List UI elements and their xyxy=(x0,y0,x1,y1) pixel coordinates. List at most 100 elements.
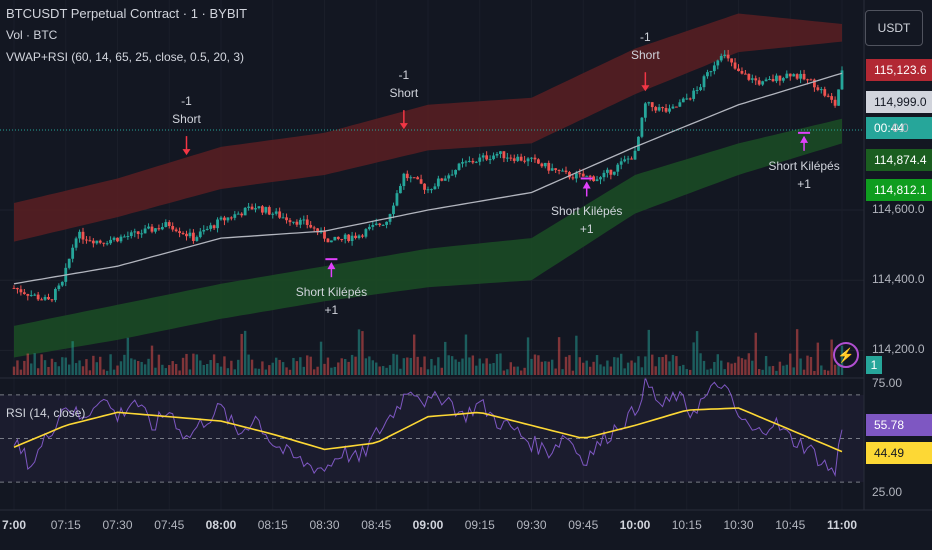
volume-bar xyxy=(126,337,130,375)
volume-bar xyxy=(551,359,554,375)
volume-bar xyxy=(212,354,216,375)
candle-body xyxy=(12,287,16,289)
candle-body xyxy=(312,227,316,229)
candle-body xyxy=(160,226,164,230)
volume-bar xyxy=(288,369,292,375)
candle-body xyxy=(129,232,133,237)
volume-bar xyxy=(416,356,419,375)
volume-bar xyxy=(33,353,36,375)
candle-body xyxy=(60,281,64,286)
volume-bar xyxy=(626,362,630,375)
volume-bar xyxy=(633,362,637,375)
candle-body xyxy=(633,150,637,160)
rsi-legend[interactable]: RSI (14, close) xyxy=(6,406,86,420)
volume-bar xyxy=(588,366,592,375)
candle-body xyxy=(116,237,119,242)
candle-body xyxy=(29,295,33,297)
candle-body xyxy=(581,173,585,177)
volume-bar xyxy=(706,369,709,375)
volume-bar xyxy=(561,369,564,375)
volume-bar xyxy=(174,363,178,375)
volume-bar xyxy=(720,360,723,375)
candle-body xyxy=(185,233,188,237)
candle-body xyxy=(543,162,547,167)
candle-body xyxy=(750,78,754,80)
volume-bar xyxy=(306,355,309,375)
volume-bar xyxy=(827,370,830,375)
price-tick-label: 114,200.0 xyxy=(872,342,925,357)
candle-body xyxy=(91,240,95,244)
partial-price-label: 0.0 xyxy=(892,121,909,135)
candle-body xyxy=(333,236,337,241)
candle-body xyxy=(747,73,751,80)
exit-arrow-head xyxy=(800,135,809,143)
candle-body xyxy=(67,258,71,268)
candle-body xyxy=(726,54,730,59)
lightning-icon[interactable]: ⚡ xyxy=(833,342,859,368)
volume-bar xyxy=(488,363,492,375)
symbol-title[interactable]: BTCUSDT Perpetual Contract · 1 · BYBIT xyxy=(6,6,248,21)
volume-bar xyxy=(209,360,212,375)
candle-body xyxy=(554,168,558,170)
volume-bar xyxy=(571,370,575,375)
volume-bar xyxy=(285,367,288,375)
candle-body xyxy=(336,236,340,240)
volume-bar xyxy=(330,367,333,375)
short-arrow-head xyxy=(182,149,191,156)
currency-button[interactable]: USDT xyxy=(865,10,923,46)
volume-bar xyxy=(592,361,595,375)
candle-body xyxy=(523,160,526,162)
price-tag: 114,999.0 xyxy=(866,91,932,113)
volume-legend[interactable]: Vol · BTC xyxy=(6,28,58,42)
candle-body xyxy=(519,156,523,161)
volume-bar xyxy=(185,353,188,375)
candle-body xyxy=(654,107,658,111)
candle-body xyxy=(378,223,382,226)
volume-bar xyxy=(199,360,202,375)
candle-body xyxy=(57,285,61,290)
volume-bar xyxy=(40,354,43,375)
volume-bar xyxy=(792,367,795,375)
candle-body xyxy=(637,136,640,151)
candle-body xyxy=(430,189,433,191)
candle-body xyxy=(381,224,385,226)
volume-bar xyxy=(281,362,285,375)
volume-bar xyxy=(799,358,802,375)
price-tag: 114,812.1 xyxy=(866,179,932,201)
candle-body xyxy=(692,90,696,99)
volume-bar xyxy=(12,366,16,375)
volume-bar xyxy=(568,355,571,375)
volume-bar xyxy=(747,353,751,375)
volume-bar xyxy=(637,356,640,375)
volume-bar xyxy=(323,363,326,375)
volume-bar xyxy=(640,367,644,375)
candle-body xyxy=(126,236,130,238)
signal-arrows xyxy=(182,72,811,278)
volume-bar xyxy=(771,365,775,375)
time-tick-label: 07:45 xyxy=(154,518,185,532)
volume-bar xyxy=(651,354,654,375)
volume-bar xyxy=(775,370,778,375)
candle-body xyxy=(71,247,75,259)
candlesticks[interactable] xyxy=(12,49,844,303)
candle-body xyxy=(198,231,202,238)
volume-bar xyxy=(302,366,305,375)
candle-body xyxy=(723,54,727,56)
volume-bar xyxy=(582,362,585,375)
candle-body xyxy=(716,60,720,66)
volume-bar xyxy=(385,367,388,375)
candle-body xyxy=(585,175,589,177)
volume-bar xyxy=(240,333,243,375)
volume-bar xyxy=(785,364,788,375)
volume-bar xyxy=(782,365,785,375)
candle-body xyxy=(271,213,275,215)
volume-bar xyxy=(368,356,371,375)
indicator-legend[interactable]: VWAP+RSI (60, 14, 65, 25, close, 0.5, 20… xyxy=(6,50,245,64)
candle-body xyxy=(464,161,468,163)
candle-body xyxy=(233,214,237,218)
volume-bar xyxy=(354,356,357,375)
volume-bar xyxy=(671,354,675,375)
volume-bar xyxy=(381,366,385,375)
candle-body xyxy=(47,296,50,300)
